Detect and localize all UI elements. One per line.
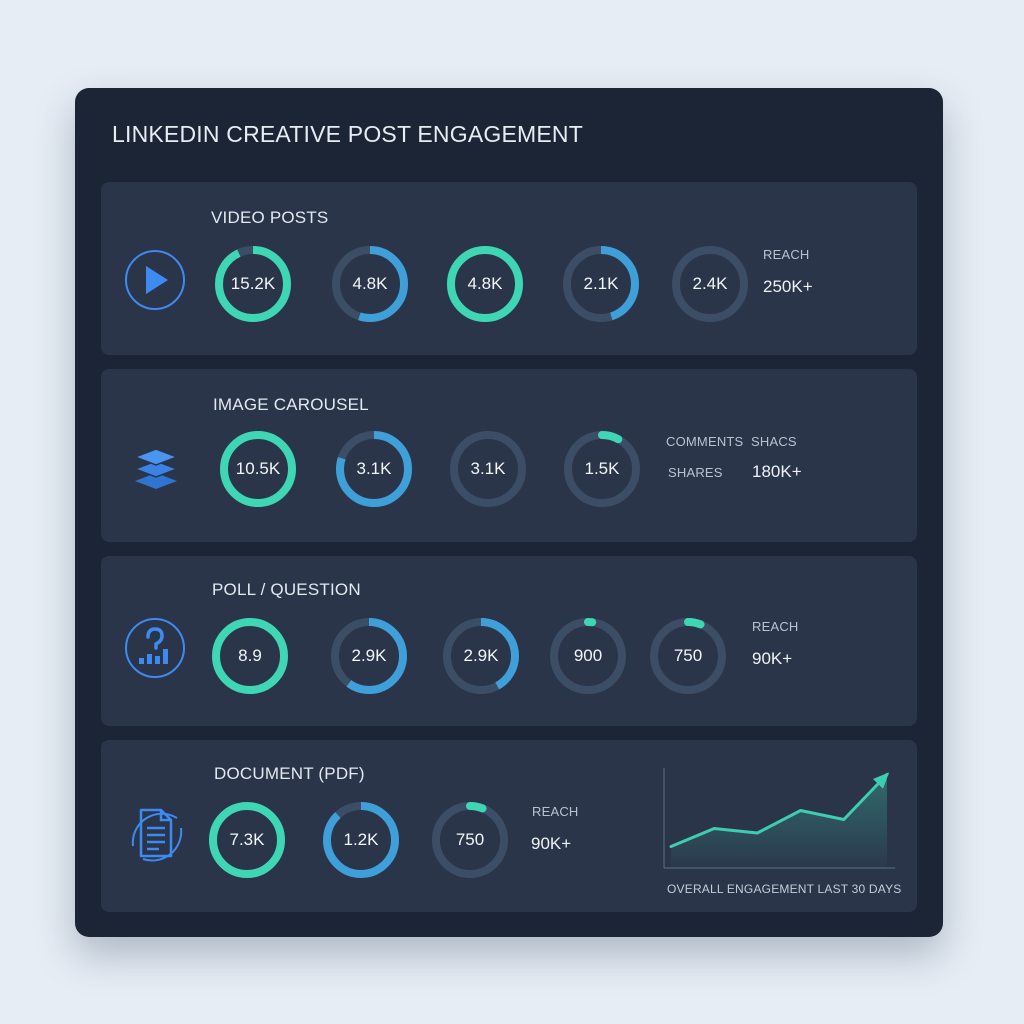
- metric-value: 750: [673, 646, 703, 665]
- ring-graphic: [331, 618, 407, 694]
- stat-label-comments: COMMENTS: [666, 434, 744, 449]
- card-title: IMAGE CAROUSEL: [213, 395, 369, 414]
- document-icon: [131, 808, 183, 862]
- metric-ring: 7.3K: [208, 801, 286, 879]
- ring-graphic: [650, 618, 726, 694]
- ring-graphic: [323, 802, 399, 878]
- metric-value: 15.2K: [230, 274, 276, 293]
- metric-ring: 8.9: [211, 617, 289, 695]
- video-posts-card: VIDEO POSTS 15.2K 4.8K 4.8K: [101, 182, 917, 355]
- metric-value: 2.9K: [351, 646, 387, 665]
- metric-ring: 2.1K: [562, 245, 640, 323]
- ring-graphic: [447, 246, 523, 322]
- ring-graphic: [550, 618, 626, 694]
- metric-value: 7.3K: [229, 830, 265, 849]
- chart-caption: OVERALL ENGAGEMENT LAST 30 DAYS: [667, 882, 902, 896]
- ring-graphic: [432, 802, 508, 878]
- card-title: VIDEO POSTS: [211, 208, 329, 227]
- engagement-line-chart: [663, 768, 895, 869]
- metric-ring: 1.2K: [322, 801, 400, 879]
- metric-ring: 15.2K: [214, 245, 292, 323]
- ring-graphic: [215, 246, 291, 322]
- metric-ring: 750: [431, 801, 509, 879]
- stat-label-shacs: SHACS: [751, 434, 797, 449]
- ring-graphic: [209, 802, 285, 878]
- document-pdf-card: DOCUMENT (PDF) 7.3K 1.2K: [101, 740, 917, 912]
- ring-graphic: [563, 246, 639, 322]
- metric-ring: 750: [649, 617, 727, 695]
- engagement-series-line: [669, 773, 889, 848]
- layers-icon: [132, 448, 180, 489]
- metric-value: 2.4K: [692, 274, 728, 293]
- metric-value: 10.5K: [235, 459, 281, 478]
- metric-value: 4.8K: [352, 274, 388, 293]
- stat-value-shares: 180K+: [752, 462, 802, 481]
- metric-value: 1.5K: [584, 459, 620, 478]
- metric-ring: 4.8K: [446, 245, 524, 323]
- metric-value: 3.1K: [470, 459, 506, 478]
- ring-graphic: [564, 431, 640, 507]
- metric-ring: 10.5K: [219, 430, 297, 508]
- stat-label-reach: REACH: [763, 247, 810, 262]
- stat-label-shares: SHARES: [668, 465, 723, 480]
- metric-ring: 4.8K: [331, 245, 409, 323]
- ring-graphic: [220, 431, 296, 507]
- metric-value: 8.9: [238, 646, 262, 665]
- metric-ring: 3.1K: [449, 430, 527, 508]
- metric-ring: 2.9K: [330, 617, 408, 695]
- metric-value: 2.1K: [583, 274, 619, 293]
- metric-ring: 2.4K: [671, 245, 749, 323]
- metric-ring: 900: [549, 617, 627, 695]
- ring-graphic: [212, 618, 288, 694]
- ring-graphic: [672, 246, 748, 322]
- stat-label-reach: REACH: [752, 619, 799, 634]
- play-circle-icon: [125, 250, 185, 310]
- metric-ring: 3.1K: [335, 430, 413, 508]
- image-carousel-card: IMAGE CAROUSEL 10.5K 3.1K 3.1K: [101, 369, 917, 542]
- ring-graphic: [336, 431, 412, 507]
- metric-value: 1.2K: [343, 830, 379, 849]
- engagement-area: [671, 774, 887, 867]
- metric-value: 3.1K: [356, 459, 392, 478]
- metric-ring: 2.9K: [442, 617, 520, 695]
- metric-value: 900: [573, 646, 603, 665]
- poll-question-icon: [125, 618, 185, 678]
- metric-ring: 1.5K: [563, 430, 641, 508]
- metric-value: 4.8K: [467, 274, 503, 293]
- stat-label-reach: REACH: [532, 804, 579, 819]
- stat-value-reach: 90K+: [752, 649, 793, 668]
- panel-title: LINKEDIN CREATIVE POST ENGAGEMENT: [112, 121, 583, 147]
- ring-graphic: [332, 246, 408, 322]
- card-title: DOCUMENT (PDF): [214, 764, 365, 783]
- poll-question-card: POLL / QUESTION 8.9 2.9K: [101, 556, 917, 726]
- ring-graphic: [443, 618, 519, 694]
- metric-value: 2.9K: [463, 646, 499, 665]
- stat-value-reach: 90K+: [531, 834, 572, 853]
- ring-graphic: [450, 431, 526, 507]
- metric-value: 750: [455, 830, 485, 849]
- engagement-panel: LINKEDIN CREATIVE POST ENGAGEMENT VIDEO …: [75, 88, 943, 937]
- trend-arrowhead-icon: [872, 772, 890, 789]
- card-title: POLL / QUESTION: [212, 580, 361, 599]
- stat-value-reach: 250K+: [763, 277, 813, 296]
